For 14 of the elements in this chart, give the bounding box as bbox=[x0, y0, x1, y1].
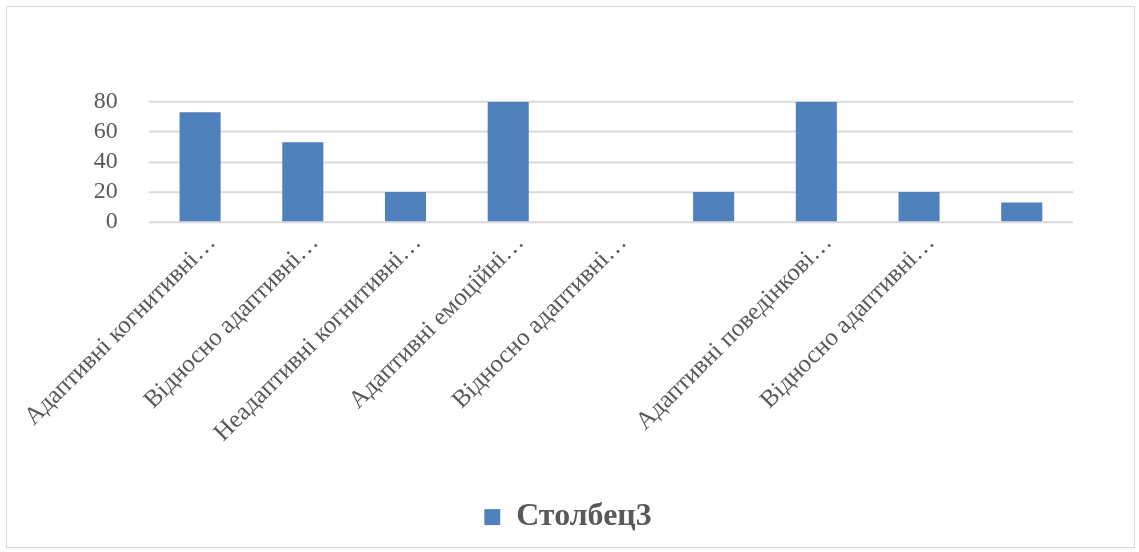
bar bbox=[795, 101, 837, 222]
bar bbox=[282, 142, 324, 222]
bar bbox=[693, 192, 735, 222]
y-tick-label: 20 bbox=[93, 177, 118, 204]
bar bbox=[384, 192, 427, 222]
legend-label: Столбец3 bbox=[516, 497, 652, 533]
bar bbox=[487, 101, 529, 222]
y-tick-label: 80 bbox=[93, 86, 118, 113]
bar bbox=[898, 192, 940, 222]
bar bbox=[179, 112, 221, 222]
bar bbox=[1001, 202, 1043, 222]
y-tick-label: 0 bbox=[105, 207, 118, 234]
y-tick-label: 40 bbox=[93, 147, 118, 174]
y-tick-label: 60 bbox=[93, 117, 118, 144]
